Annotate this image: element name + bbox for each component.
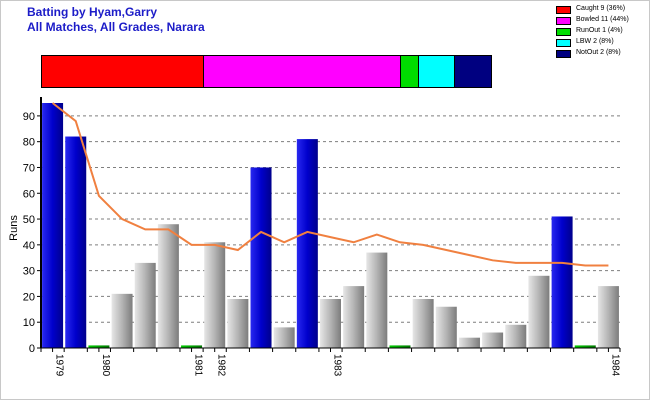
y-tick-label: 80 — [23, 137, 35, 149]
bar-innings — [574, 345, 596, 348]
year-label: 1979 — [54, 354, 65, 377]
year-label: 1982 — [216, 354, 227, 377]
year-label: 1984 — [609, 354, 620, 377]
y-tick-label: 0 — [29, 343, 35, 355]
bar-innings — [482, 332, 504, 348]
y-tick-label: 20 — [23, 291, 35, 303]
y-tick-label: 10 — [23, 317, 35, 329]
bar-innings — [181, 345, 203, 348]
legend-label-bowled: Bowled 11 (44%) — [576, 16, 629, 23]
chart-title: Batting by Hyam,Garry — [27, 5, 158, 19]
y-tick-label: 90 — [23, 111, 35, 123]
dismissal-segment-runout — [401, 56, 420, 87]
bar-innings — [343, 286, 365, 348]
bar-innings — [389, 345, 411, 348]
dismissal-segment-lbw — [419, 56, 456, 87]
bar-innings — [296, 139, 318, 348]
bar-innings — [505, 324, 527, 348]
bar-innings — [320, 299, 341, 348]
legend-swatch-caught — [556, 6, 571, 14]
legend-swatch-runout — [556, 28, 571, 36]
dismissal-segment-notout — [455, 56, 491, 87]
bar-innings — [273, 327, 295, 348]
y-tick-label: 50 — [23, 214, 35, 226]
bar-innings — [227, 299, 249, 348]
bar-innings — [157, 224, 179, 348]
legend-swatch-notout — [556, 50, 571, 58]
bar-innings — [88, 345, 110, 348]
legend-label-lbw: LBW 2 (8%) — [576, 38, 614, 45]
dismissal-segment-bowled — [203, 56, 402, 87]
y-tick-label: 70 — [23, 162, 35, 174]
y-tick-label: 40 — [23, 240, 35, 252]
bar-innings — [412, 299, 434, 348]
bar-innings — [528, 275, 550, 348]
legend-label-runout: RunOut 1 (4%) — [576, 27, 623, 34]
year-label: 1983 — [332, 354, 343, 377]
chart-subtitle: All Matches, All Grades, Narara — [27, 20, 205, 34]
bar-innings — [134, 262, 156, 348]
bar-innings — [204, 242, 226, 348]
y-axis-label: Runs — [8, 215, 20, 241]
dismissal-segment-caught — [42, 56, 204, 87]
legend-label-notout: NotOut 2 (8%) — [576, 49, 621, 56]
year-label: 1980 — [100, 354, 111, 377]
average-line — [51, 102, 609, 267]
bar-innings — [65, 136, 87, 348]
year-label: 1981 — [193, 354, 204, 377]
bar-innings — [597, 286, 619, 348]
y-tick-label: 60 — [23, 188, 35, 200]
legend-swatch-bowled — [556, 17, 571, 25]
bar-innings — [111, 293, 133, 348]
y-tick-label: 30 — [23, 266, 35, 278]
legend-swatch-lbw — [556, 39, 571, 47]
bar-innings — [435, 306, 457, 348]
bar-innings — [42, 103, 64, 348]
dismissal-distribution-bar — [41, 55, 492, 88]
bar-innings — [366, 252, 388, 348]
legend-label-caught: Caught 9 (36%) — [576, 5, 626, 12]
bar-innings — [551, 216, 573, 348]
bar-innings — [250, 167, 272, 348]
bar-innings — [458, 337, 480, 348]
